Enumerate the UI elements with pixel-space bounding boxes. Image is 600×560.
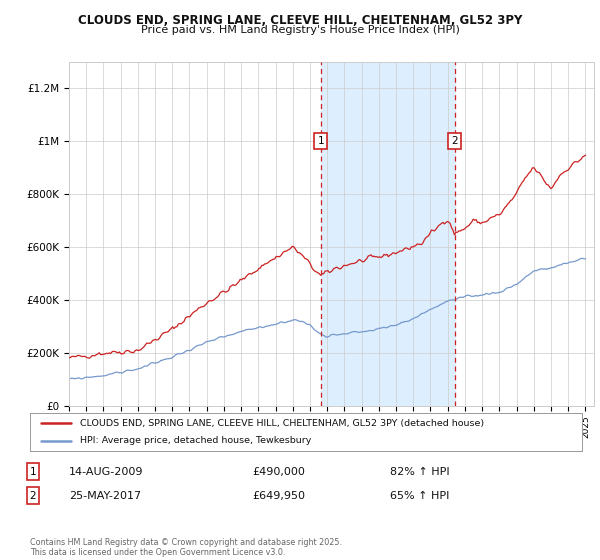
Text: 14-AUG-2009: 14-AUG-2009 — [69, 466, 143, 477]
Text: £649,950: £649,950 — [252, 491, 305, 501]
Text: Price paid vs. HM Land Registry's House Price Index (HPI): Price paid vs. HM Land Registry's House … — [140, 25, 460, 35]
Text: Contains HM Land Registry data © Crown copyright and database right 2025.
This d: Contains HM Land Registry data © Crown c… — [30, 538, 342, 557]
Text: 2: 2 — [451, 136, 458, 146]
Text: 1: 1 — [317, 136, 324, 146]
Text: 65% ↑ HPI: 65% ↑ HPI — [390, 491, 449, 501]
Text: CLOUDS END, SPRING LANE, CLEEVE HILL, CHELTENHAM, GL52 3PY: CLOUDS END, SPRING LANE, CLEEVE HILL, CH… — [78, 14, 522, 27]
Text: HPI: Average price, detached house, Tewkesbury: HPI: Average price, detached house, Tewk… — [80, 436, 311, 445]
Text: £490,000: £490,000 — [252, 466, 305, 477]
Bar — [320, 62, 455, 406]
Text: 2: 2 — [29, 491, 37, 501]
Text: CLOUDS END, SPRING LANE, CLEEVE HILL, CHELTENHAM, GL52 3PY (detached house): CLOUDS END, SPRING LANE, CLEEVE HILL, CH… — [80, 418, 484, 427]
Text: 25-MAY-2017: 25-MAY-2017 — [69, 491, 141, 501]
Text: 82% ↑ HPI: 82% ↑ HPI — [390, 466, 449, 477]
Text: 1: 1 — [29, 466, 37, 477]
